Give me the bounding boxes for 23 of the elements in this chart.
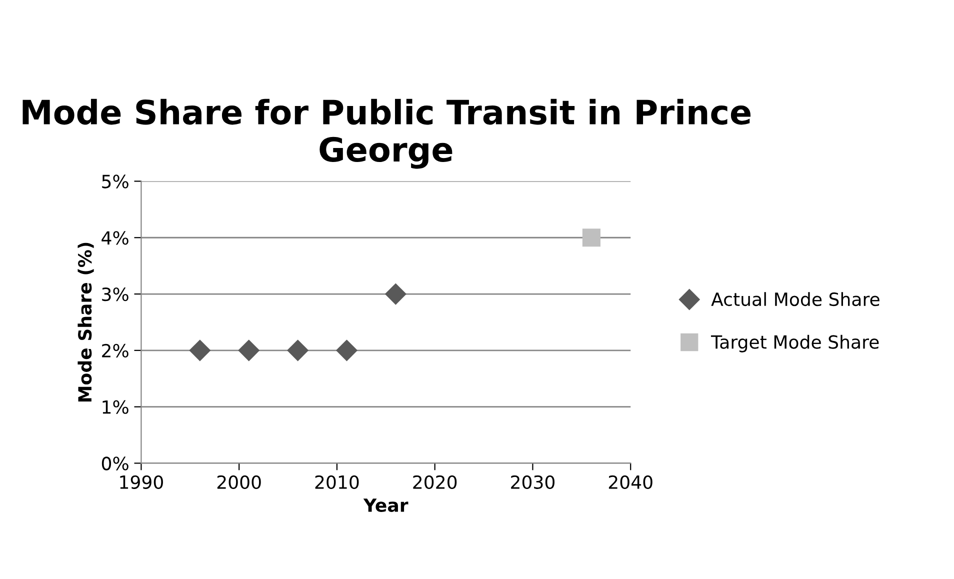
x-tick-label: 1990 xyxy=(120,475,163,489)
x-tick-label: 2030 xyxy=(511,475,554,489)
y-tick-label: 5% xyxy=(102,174,128,188)
y-tick-label: 4% xyxy=(102,231,128,245)
point xyxy=(582,228,600,247)
point xyxy=(189,340,211,362)
y-axis-title: Mode Share (%) xyxy=(78,242,94,402)
point xyxy=(336,340,358,362)
x-tick-label: 2010 xyxy=(315,475,359,489)
y-tick-label: 3% xyxy=(102,287,128,302)
x-axis-title: Year xyxy=(363,498,408,512)
y-tick-label: 2% xyxy=(102,344,128,358)
point xyxy=(286,340,309,362)
legend-label: Actual Mode Share xyxy=(711,292,880,306)
point xyxy=(238,340,260,362)
point xyxy=(384,283,406,305)
chart-title: Mode Share for Public Transit in Prince George xyxy=(22,98,750,169)
x-tick-label: 2040 xyxy=(608,475,652,489)
legend-label: Target Mode Share xyxy=(710,334,879,352)
y-tick-label: 1% xyxy=(102,400,128,414)
x-tick-label: 2000 xyxy=(217,475,261,489)
x-tick-label: 2020 xyxy=(413,475,457,489)
y-tick-label: 0% xyxy=(102,456,128,470)
